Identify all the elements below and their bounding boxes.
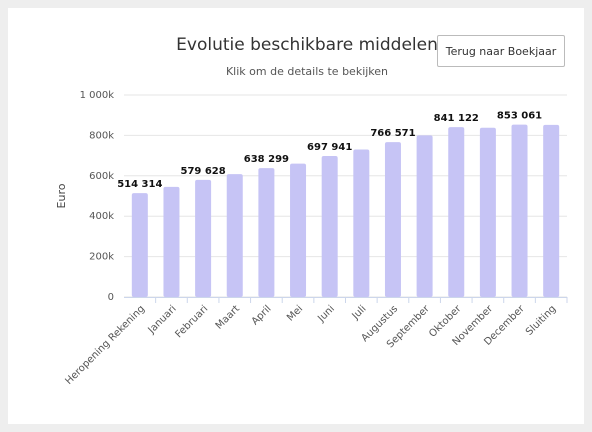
y-tick-label: 400k xyxy=(89,211,114,222)
bar xyxy=(258,168,275,297)
data-label: 579 628 xyxy=(180,166,225,177)
bar xyxy=(195,179,212,297)
bar xyxy=(131,193,148,297)
y-axis-title: Euro xyxy=(55,183,68,208)
data-label: 697 941 xyxy=(307,142,352,153)
data-label: 841 122 xyxy=(434,113,479,124)
data-label: 638 299 xyxy=(244,154,289,165)
bar xyxy=(511,124,528,298)
y-tick-label: 1 000k xyxy=(80,90,115,101)
bar xyxy=(384,142,401,297)
y-tick-label: 600k xyxy=(89,171,114,182)
bar xyxy=(226,174,243,297)
bar xyxy=(290,163,307,297)
bar xyxy=(321,156,338,297)
x-tick-label: Sluiting xyxy=(524,303,558,337)
bar xyxy=(163,186,180,297)
y-tick-label: 200k xyxy=(89,252,114,263)
data-label: 853 061 xyxy=(497,111,542,122)
x-tick-label: Juli xyxy=(350,303,369,322)
x-tick-label: Februari xyxy=(173,303,210,340)
bar xyxy=(448,127,465,297)
bar xyxy=(353,149,370,297)
chart-title: Evolutie beschikbare middelen xyxy=(176,35,438,55)
bar xyxy=(479,127,496,297)
x-tick-label: April xyxy=(250,303,274,327)
bar xyxy=(543,124,560,298)
y-tick-label: 800k xyxy=(89,130,114,141)
back-button[interactable]: Terug naar Boekjaar xyxy=(437,35,565,67)
data-label: 514 314 xyxy=(117,179,162,190)
bar xyxy=(416,135,433,297)
data-label: 766 571 xyxy=(370,128,415,139)
chart-subtitle: Klik om de details te bekijken xyxy=(226,65,388,78)
x-tick-label: Mei xyxy=(285,303,305,323)
x-tick-label: Maart xyxy=(214,303,242,331)
y-tick-label: 0 xyxy=(108,292,114,303)
x-tick-label: Juni xyxy=(315,303,337,325)
x-tick-label: Heropening Rekening xyxy=(63,303,147,387)
